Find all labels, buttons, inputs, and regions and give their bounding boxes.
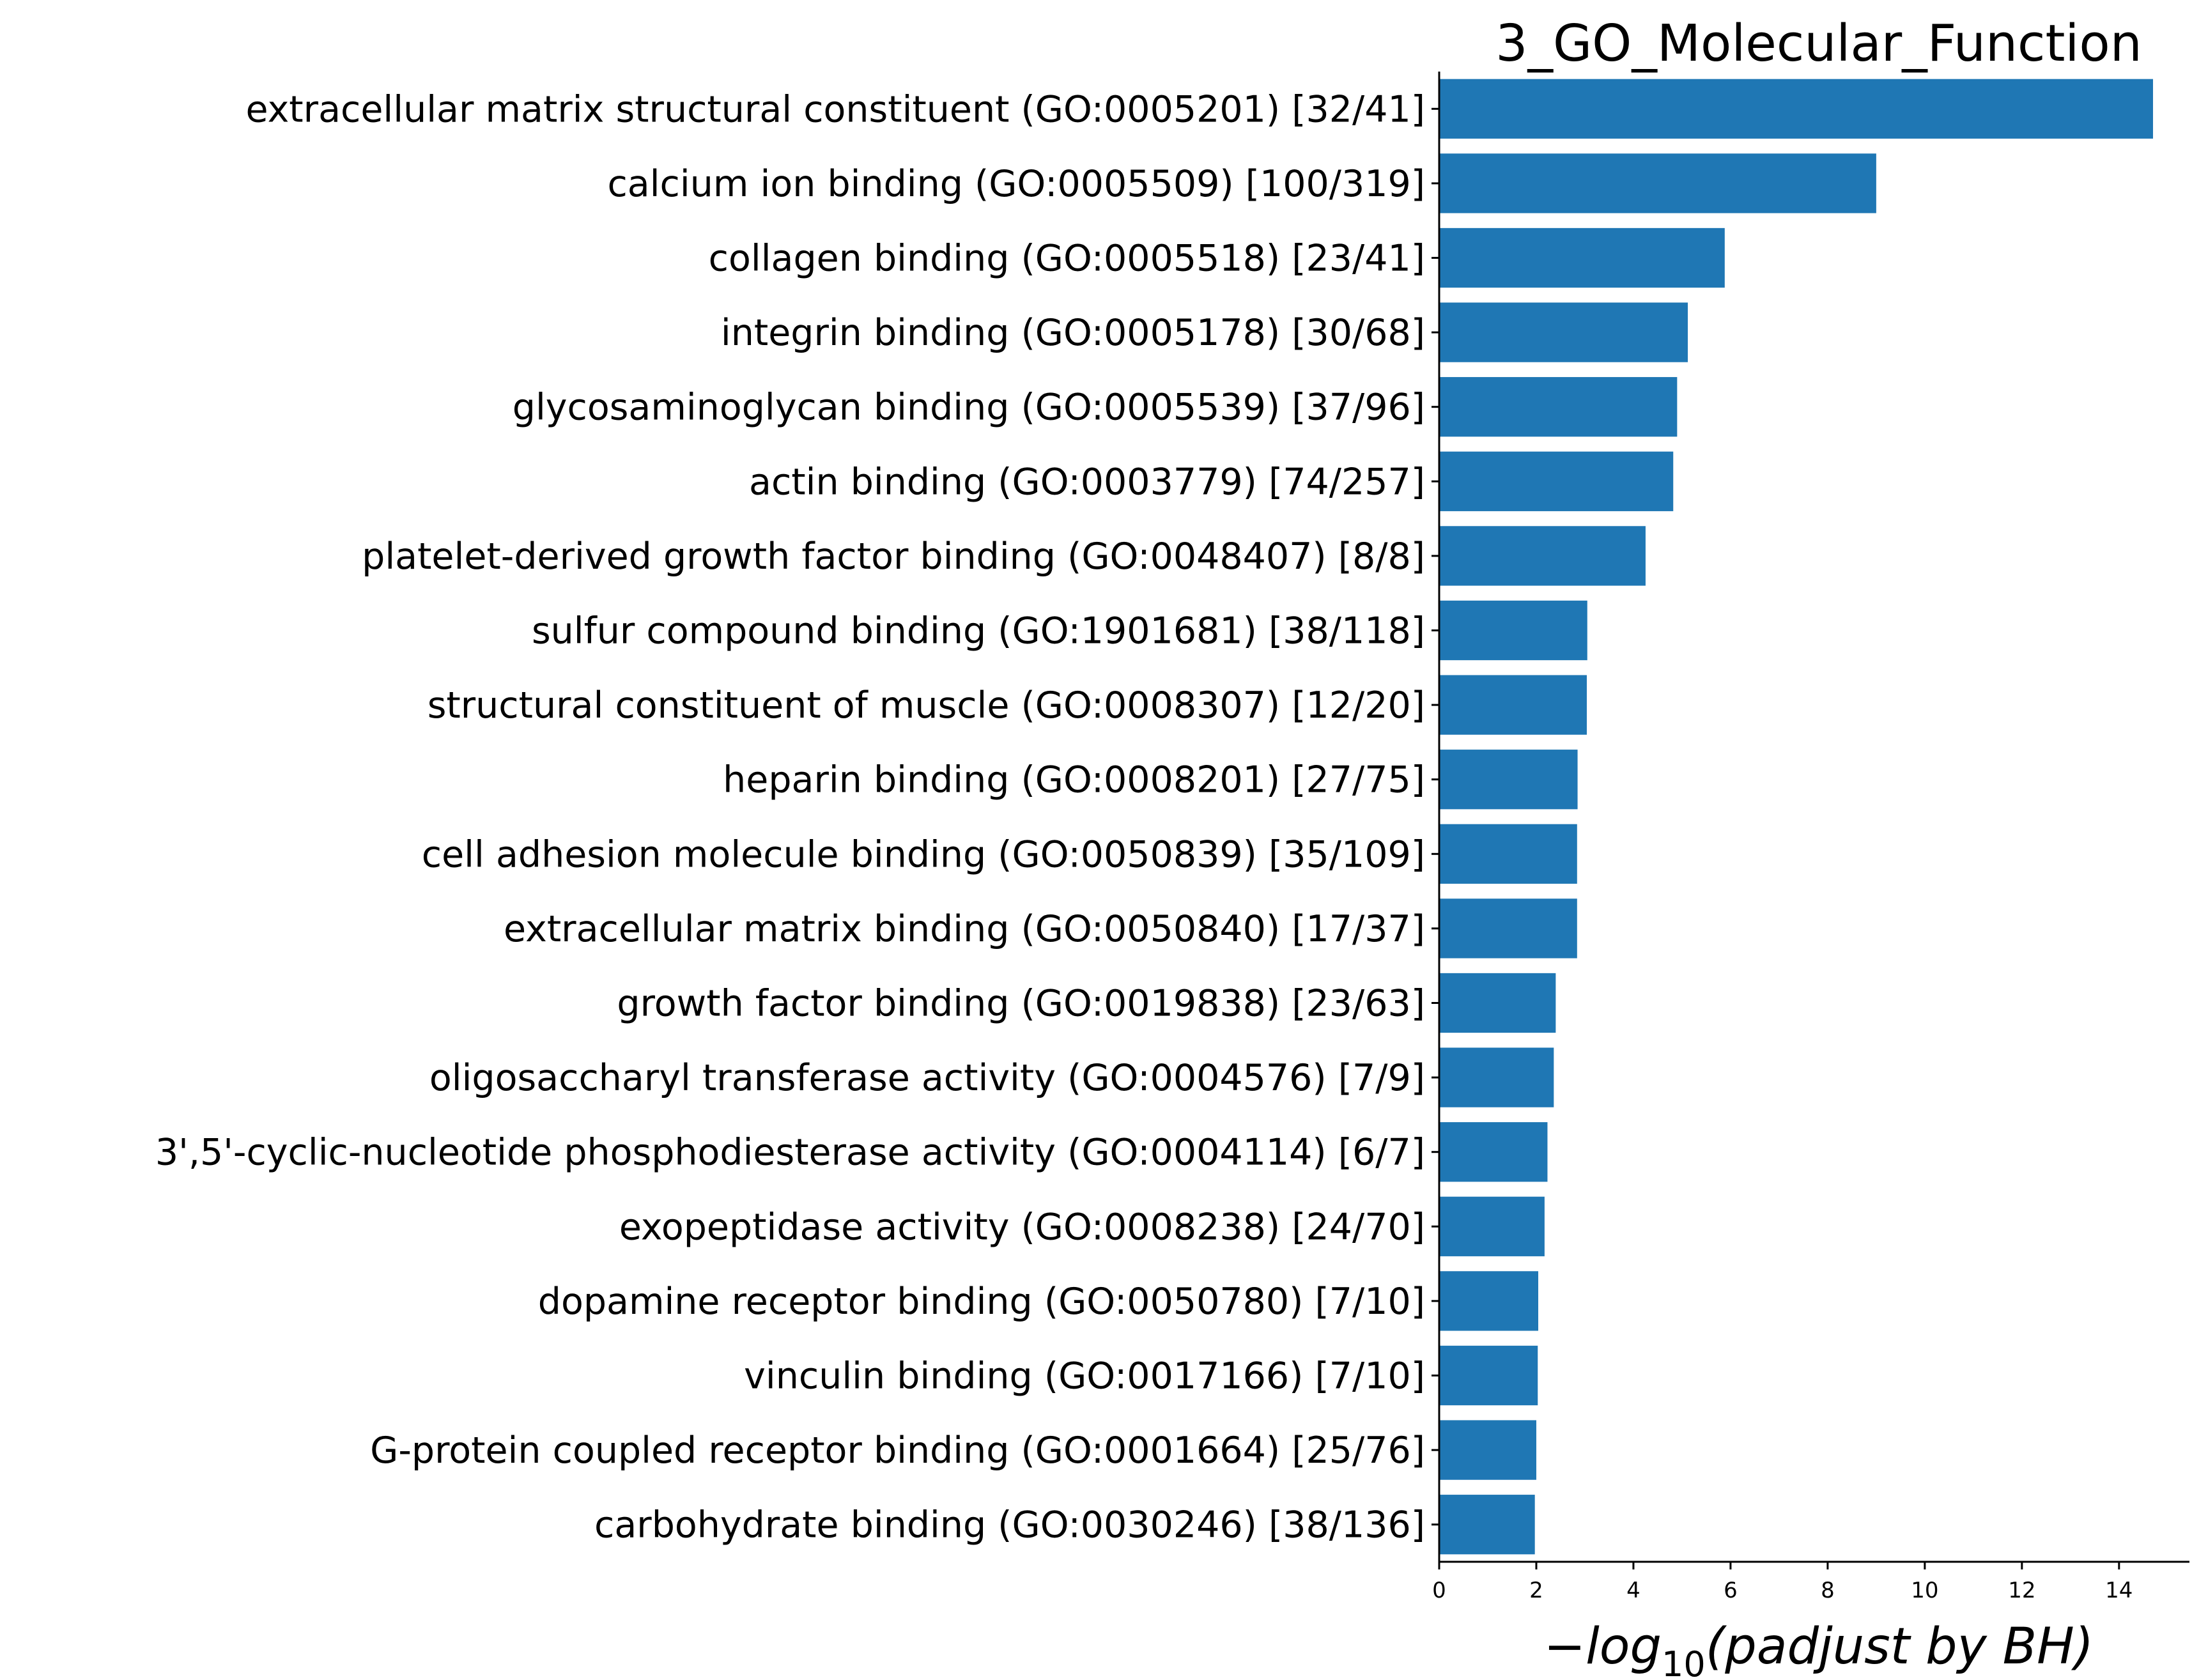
x-axis-label-prefix: −log — [1544, 1618, 1662, 1676]
bar — [1439, 377, 1678, 437]
y-tick-label: cell adhesion molecule binding (GO:00508… — [422, 833, 1425, 875]
y-tick-label: calcium ion binding (GO:0005509) [100/31… — [607, 163, 1425, 205]
bar — [1439, 600, 1587, 661]
bar — [1439, 1122, 1548, 1182]
bar — [1439, 1345, 1538, 1406]
bar — [1439, 153, 1876, 213]
bar — [1439, 824, 1577, 884]
y-tick-label: integrin binding (GO:0005178) [30/68] — [721, 312, 1425, 354]
bar — [1439, 898, 1577, 959]
bars-group — [1439, 79, 2154, 1555]
bar — [1439, 1047, 1554, 1107]
y-tick-label: growth factor binding (GO:0019838) [23/6… — [617, 982, 1425, 1024]
y-tick-label: platelet-derived growth factor binding (… — [362, 536, 1425, 578]
bar — [1439, 451, 1674, 511]
y-tick-label: exopeptidase activity (GO:0008238) [24/7… — [619, 1206, 1425, 1248]
y-tick-label: 3',5'-cyclic-nucleotide phosphodiesteras… — [155, 1132, 1425, 1174]
x-axis-label-suffix: (padjust by BH) — [1706, 1618, 2094, 1676]
bar — [1439, 302, 1688, 362]
y-tick-label: extracellular matrix structural constitu… — [246, 88, 1426, 130]
bar — [1439, 1495, 1535, 1555]
y-tick-label: vinculin binding (GO:0017166) [7/10] — [744, 1355, 1425, 1397]
bar — [1439, 1420, 1536, 1480]
y-tick-label: G-protein coupled receptor binding (GO:0… — [370, 1430, 1425, 1472]
x-tick-label: 10 — [1911, 1578, 1938, 1603]
y-tick-label: glycosaminoglycan binding (GO:0005539) [… — [513, 387, 1425, 429]
y-tick-label: collagen binding (GO:0005518) [23/41] — [709, 237, 1425, 279]
x-tick-label: 4 — [1626, 1578, 1640, 1603]
x-axis-ticks: 0 2 4 6 8 10 12 14 — [1432, 1562, 2133, 1603]
bar — [1439, 675, 1587, 735]
bar — [1439, 1196, 1545, 1256]
x-tick-label: 0 — [1432, 1578, 1446, 1603]
y-tick-label: structural constituent of muscle (GO:000… — [428, 684, 1425, 727]
y-tick-label: carbohydrate binding (GO:0030246) [38/13… — [594, 1504, 1425, 1546]
y-tick-label: actin binding (GO:0003779) [74/257] — [749, 461, 1425, 503]
y-tick-label: dopamine receptor binding (GO:0050780) [… — [538, 1281, 1425, 1323]
bar — [1439, 526, 1646, 586]
x-tick-label: 12 — [2008, 1578, 2035, 1603]
y-tick-label: sulfur compound binding (GO:1901681) [38… — [532, 610, 1425, 652]
bar — [1439, 79, 2154, 139]
x-tick-label: 14 — [2105, 1578, 2133, 1603]
y-tick-label: oligosaccharyl transferase activity (GO:… — [429, 1057, 1425, 1099]
chart-title: 3_GO_Molecular_Function — [1495, 14, 2142, 73]
y-tick-label: extracellular matrix binding (GO:0050840… — [504, 908, 1425, 950]
bar — [1439, 750, 1578, 810]
x-axis-label: −log10(padjust by BH) — [1544, 1618, 2094, 1680]
x-tick-label: 2 — [1529, 1578, 1543, 1603]
x-tick-label: 6 — [1724, 1578, 1738, 1603]
bar — [1439, 973, 1556, 1033]
bar — [1439, 1271, 1539, 1331]
bar — [1439, 227, 1725, 288]
y-tick-label: heparin binding (GO:0008201) [27/75] — [723, 759, 1425, 801]
x-axis-label-subscript: 10 — [1662, 1644, 1706, 1680]
category-labels: extracellular matrix structural constitu… — [155, 88, 1439, 1546]
x-tick-label: 8 — [1821, 1578, 1835, 1603]
